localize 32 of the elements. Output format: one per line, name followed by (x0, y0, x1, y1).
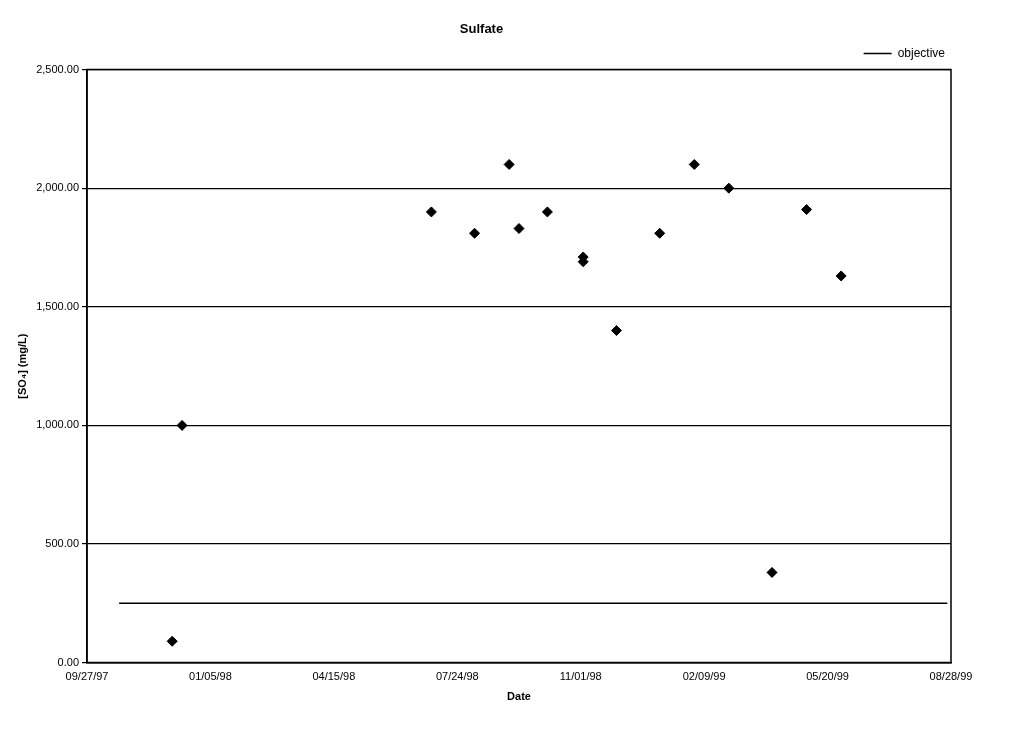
point (176, 419, 188, 431)
y-tick-label: 500.00 (45, 537, 80, 550)
point (688, 158, 700, 170)
x-tick-label: 08/28/99 (929, 670, 973, 683)
chart-title: Sulfate (459, 21, 504, 37)
point (425, 206, 437, 218)
point (835, 270, 847, 282)
x-tick-label: 05/20/99 (806, 670, 849, 683)
x-tick-label: 02/09/99 (682, 670, 726, 683)
point (166, 635, 178, 647)
point (766, 566, 778, 578)
point (801, 204, 813, 216)
point (469, 227, 481, 239)
x-tick-label: 09/27/97 (65, 670, 109, 683)
y-tick-label: 2,500.00 (36, 62, 80, 75)
point (513, 223, 525, 235)
point (541, 206, 553, 218)
x-tick-label: 07/24/98 (435, 670, 479, 683)
point (723, 182, 735, 194)
x-tick-label: 01/05/98 (189, 670, 232, 683)
y-tick-label: 0.00 (57, 655, 80, 668)
x-tick-label: 11/01/98 (559, 670, 602, 683)
legend-label: objective (897, 45, 946, 60)
point (654, 227, 666, 239)
y-tick-label: 2,000.00 (36, 181, 80, 194)
x-tick-label: 04/15/98 (312, 670, 356, 683)
point (503, 158, 515, 170)
y-tick-label: 1,500.00 (36, 299, 80, 312)
point (611, 325, 623, 337)
x-axis-title: Date (507, 690, 531, 703)
y-tick-label: 1,000.00 (36, 418, 80, 431)
y-axis-title: [SO₄] (mg/L) (15, 333, 28, 399)
